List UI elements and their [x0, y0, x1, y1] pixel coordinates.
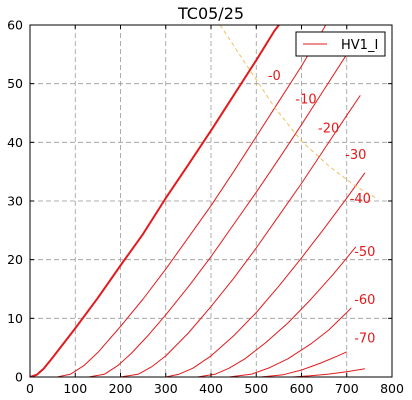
x-tick-label: 300 — [154, 381, 178, 396]
curve-line--0 — [30, 25, 281, 377]
curve-line--50 — [197, 246, 357, 377]
y-tick-label: 40 — [7, 135, 23, 150]
y-tick-label: 20 — [7, 252, 23, 267]
grid-lines — [30, 25, 392, 377]
curve-label: -60 — [354, 293, 375, 308]
legend-entry-hv1-i: HV1_I — [341, 38, 378, 53]
x-tick-label: 400 — [199, 381, 223, 396]
y-tick-label: 10 — [7, 311, 23, 326]
curve-line--40 — [165, 172, 366, 377]
chart-title: TC05/25 — [177, 4, 244, 23]
curve-line--10 — [56, 25, 327, 377]
y-tick-label: 30 — [7, 194, 23, 209]
legend: HV1_I — [295, 31, 386, 57]
x-tick-label: 0 — [26, 381, 34, 396]
curve-line--60 — [229, 307, 352, 377]
curve-line--70 — [260, 351, 348, 377]
curve-line--30 — [120, 95, 361, 377]
x-tick-label: 700 — [335, 381, 359, 396]
x-tick-label: 200 — [109, 381, 133, 396]
x-tick-label: 800 — [380, 381, 404, 396]
curve-label: -10 — [295, 92, 316, 107]
load-line-path — [219, 25, 377, 199]
y-tick-label: 60 — [7, 18, 23, 33]
curve-line--20 — [88, 33, 361, 377]
curve-label: -40 — [350, 192, 371, 207]
plate-curves — [30, 25, 366, 377]
curve-label: -0 — [268, 69, 281, 84]
curve-label: -30 — [345, 148, 366, 163]
curve-label: -70 — [354, 332, 375, 347]
curve-labels: -0 -10-20 -30 -40 -50 -60 -70 — [268, 69, 376, 347]
y-tick-label: 0 — [15, 370, 23, 385]
curve-label: -50 — [354, 245, 375, 260]
axis-ticks: 0 100 200 300 400 500 600 700 800 0 10 20 30 40 50 60 — [7, 18, 404, 397]
y-tick-label: 50 — [7, 76, 23, 91]
x-tick-label: 600 — [290, 381, 314, 396]
x-tick-label: 500 — [244, 381, 268, 396]
x-tick-label: 100 — [63, 381, 87, 396]
curve-label: -20 — [318, 122, 339, 137]
curve-line-cutoff — [292, 368, 365, 377]
load-line — [219, 25, 377, 199]
